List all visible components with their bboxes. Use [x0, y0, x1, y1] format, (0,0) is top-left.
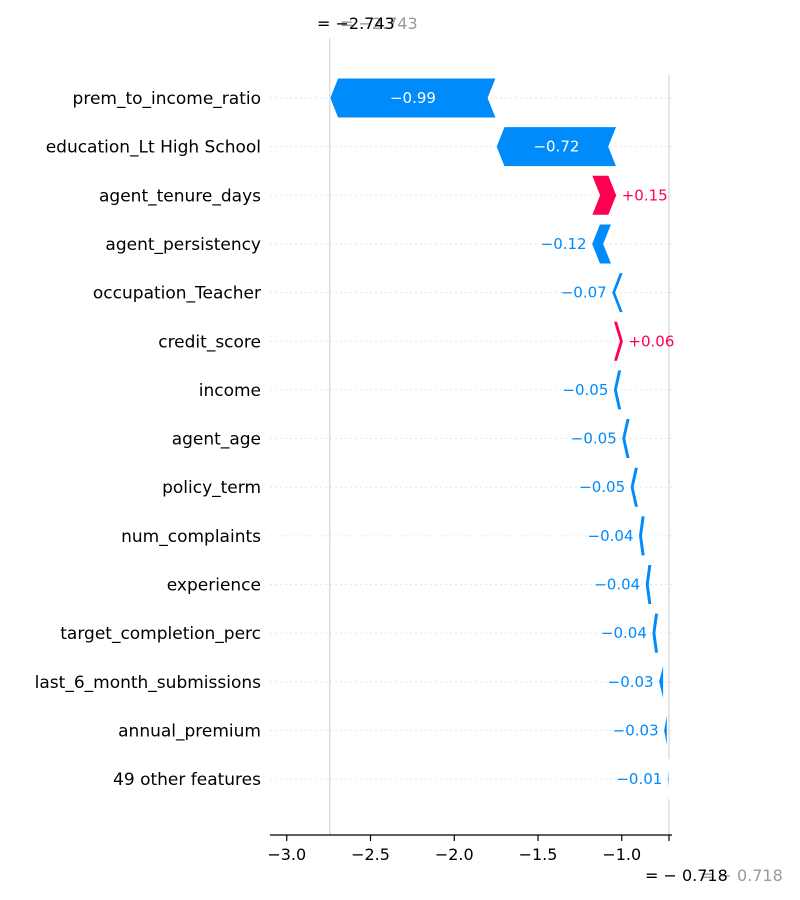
- negative-bar: [495, 126, 618, 168]
- value-label: −0.05: [562, 381, 608, 399]
- annotations: = −2.743= −2.743 = − 0.718= − 0.718: [317, 14, 783, 885]
- x-tick-label: −1.5: [519, 845, 558, 864]
- positive-bar: [590, 174, 618, 216]
- value-label: −0.07: [561, 284, 607, 302]
- feature-label: annual_premium: [118, 721, 261, 741]
- negative-bar: [663, 710, 668, 751]
- x-tick-label: −3.0: [267, 845, 306, 864]
- value-label: −0.04: [601, 624, 647, 642]
- negative-bar: [644, 564, 653, 605]
- final-value-label: = −2.743: [317, 14, 395, 33]
- feature-label: education_Lt High School: [46, 138, 261, 158]
- negative-bar: [612, 369, 623, 411]
- negative-bar: [658, 661, 665, 702]
- feature-label: income: [199, 381, 261, 401]
- value-label: −0.01: [616, 770, 662, 788]
- x-tick-label: −2.5: [351, 845, 390, 864]
- value-label: −0.03: [613, 721, 659, 739]
- feature-label: 49 other features: [113, 770, 261, 790]
- x-tick-label: −2.0: [435, 845, 474, 864]
- value-label: −0.05: [579, 478, 625, 496]
- negative-bar: [621, 418, 631, 460]
- x-tick-label: −1.0: [602, 845, 641, 864]
- final-value-label-shadow: = −2.743: [340, 14, 418, 33]
- feature-label: prem_to_income_ratio: [73, 89, 261, 109]
- bars: [329, 77, 670, 800]
- base-value-label: = − 0.718: [645, 866, 728, 885]
- negative-bar: [329, 77, 497, 119]
- feature-label: last_6_month_submissions: [35, 673, 261, 693]
- feature-label: experience: [167, 576, 261, 596]
- feature-label: target_completion_perc: [60, 624, 261, 644]
- value-label: −0.99: [390, 89, 436, 107]
- row-guides: [270, 97, 672, 780]
- feature-label: occupation_Teacher: [93, 284, 261, 304]
- value-label: −0.72: [533, 138, 579, 156]
- value-label: +0.06: [628, 332, 674, 350]
- value-label: +0.15: [622, 186, 668, 204]
- value-label: −0.04: [594, 576, 640, 594]
- feature-label: agent_persistency: [105, 235, 261, 255]
- negative-bar: [666, 759, 670, 800]
- feature-label: agent_age: [172, 430, 261, 450]
- reference-lines: [329, 38, 670, 835]
- negative-bar: [591, 223, 613, 265]
- negative-bar: [651, 612, 660, 654]
- value-label: −0.04: [588, 527, 634, 545]
- negative-bar: [611, 272, 625, 314]
- feature-label: num_complaints: [121, 527, 261, 547]
- value-labels: −0.99 −0.72 +0.15 −0.12 −0.07 +0.06 −0.05 −0.05…: [390, 89, 674, 788]
- x-axis: −3.0 −2.5 −2.0 −1.5 −1.0: [267, 834, 672, 864]
- value-label: −0.05: [571, 430, 617, 448]
- positive-bar: [612, 320, 624, 362]
- feature-label: agent_tenure_days: [99, 186, 261, 206]
- negative-bar: [629, 466, 640, 508]
- feature-label: policy_term: [162, 478, 261, 498]
- value-label: −0.12: [541, 235, 587, 253]
- feature-label: credit_score: [158, 332, 261, 352]
- base-value-label-shadow: = − 0.718: [700, 866, 783, 885]
- value-label: −0.03: [608, 673, 654, 691]
- negative-bar: [637, 515, 646, 557]
- feature-labels: prem_to_income_ratio education_Lt High Sc…: [35, 89, 261, 790]
